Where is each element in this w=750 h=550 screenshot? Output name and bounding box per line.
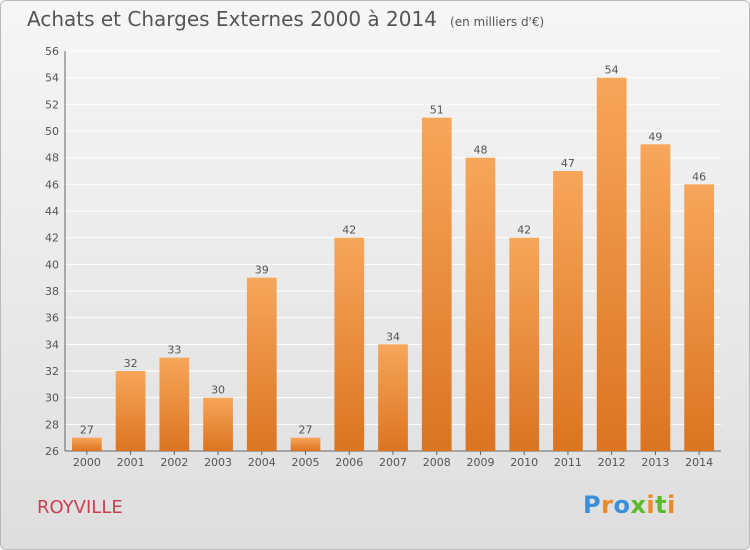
proxiti-logo: Proxiti bbox=[583, 491, 676, 519]
y-tick-label: 38 bbox=[45, 285, 59, 298]
logo-letter: r bbox=[601, 491, 614, 519]
y-tick-label: 44 bbox=[45, 205, 59, 218]
data-label: 47 bbox=[561, 157, 575, 170]
bar-2013 bbox=[640, 144, 671, 452]
y-tick-label: 28 bbox=[45, 418, 59, 431]
y-tick-label: 36 bbox=[45, 312, 59, 325]
data-label: 39 bbox=[255, 264, 269, 277]
x-tick-label: 2009 bbox=[466, 456, 494, 469]
data-label: 34 bbox=[386, 330, 400, 343]
x-tick-label: 2006 bbox=[335, 456, 363, 469]
bar-2006 bbox=[334, 237, 365, 451]
bar-2002 bbox=[159, 357, 190, 451]
data-label: 32 bbox=[124, 357, 138, 370]
x-tick-label: 2013 bbox=[641, 456, 669, 469]
logo-letter: P bbox=[583, 491, 602, 519]
bar-2005 bbox=[290, 437, 321, 451]
x-tick-label: 2011 bbox=[554, 456, 582, 469]
y-tick-label: 26 bbox=[45, 445, 59, 458]
bar-2000 bbox=[71, 437, 102, 451]
y-tick-label: 46 bbox=[45, 178, 59, 191]
data-label: 27 bbox=[80, 424, 94, 437]
data-label: 30 bbox=[211, 384, 225, 397]
y-tick-label: 54 bbox=[45, 72, 59, 85]
bar-2004 bbox=[246, 277, 277, 451]
bar-2010 bbox=[509, 237, 540, 451]
x-tick-label: 2012 bbox=[598, 456, 626, 469]
y-tick-label: 56 bbox=[45, 45, 59, 58]
x-tick-label: 2001 bbox=[117, 456, 145, 469]
data-label: 33 bbox=[167, 344, 181, 357]
logo-letter: x bbox=[630, 491, 647, 519]
y-tick-label: 52 bbox=[45, 98, 59, 111]
data-labels: 27 32 33 30 39 27 42 34 51 48 42 47 54 49 46 bbox=[80, 64, 706, 437]
x-tick-label: 2007 bbox=[379, 456, 407, 469]
data-label: 49 bbox=[648, 130, 662, 143]
x-tick-label: 2003 bbox=[204, 456, 232, 469]
logo-letter: i bbox=[667, 491, 676, 519]
y-tick-label: 40 bbox=[45, 258, 59, 271]
x-tick-label: 2000 bbox=[73, 456, 101, 469]
data-label: 51 bbox=[430, 104, 444, 117]
y-axis: 26 28 30 32 34 36 38 40 42 44 46 48 50 52 54 56 bbox=[45, 45, 721, 458]
data-label: 42 bbox=[517, 224, 531, 237]
data-label: 48 bbox=[473, 144, 487, 157]
bar-2001 bbox=[115, 371, 146, 451]
bar-2012 bbox=[596, 77, 627, 452]
commune-name: ROYVILLE bbox=[37, 497, 123, 518]
x-tick-label: 2002 bbox=[160, 456, 188, 469]
data-label: 46 bbox=[692, 170, 706, 183]
chart-title: Achats et Charges Externes 2000 à 2014 bbox=[27, 7, 437, 31]
y-tick-label: 50 bbox=[45, 125, 59, 138]
x-tick-label: 2004 bbox=[248, 456, 276, 469]
bar-2007 bbox=[378, 344, 408, 451]
logo-letter: o bbox=[613, 491, 631, 519]
bar-2003 bbox=[203, 397, 233, 451]
y-tick-label: 42 bbox=[45, 232, 59, 245]
x-axis: 2000 2001 2002 2003 2004 2005 2006 2007 2008 2009… bbox=[73, 451, 713, 469]
x-tick-label: 2005 bbox=[292, 456, 320, 469]
title-row: Achats et Charges Externes 2000 à 2014 (… bbox=[27, 7, 544, 31]
logo-letter: i bbox=[646, 491, 656, 519]
data-label: 42 bbox=[342, 224, 356, 237]
y-tick-label: 48 bbox=[45, 152, 59, 165]
bar-2009 bbox=[465, 157, 496, 451]
chart-subtitle: (en milliers d'€) bbox=[450, 15, 545, 29]
bar-2008 bbox=[421, 117, 452, 452]
y-tick-label: 30 bbox=[45, 392, 59, 405]
bar-2014 bbox=[684, 184, 715, 452]
x-tick-label: 2008 bbox=[423, 456, 451, 469]
logo-letter: t bbox=[655, 491, 668, 519]
bars bbox=[71, 77, 715, 452]
data-label: 54 bbox=[605, 64, 619, 77]
y-tick-label: 34 bbox=[45, 338, 59, 351]
x-tick-label: 2010 bbox=[510, 456, 538, 469]
x-tick-label: 2014 bbox=[685, 456, 713, 469]
data-label: 27 bbox=[299, 424, 313, 437]
bar-2011 bbox=[553, 171, 583, 451]
y-tick-label: 32 bbox=[45, 365, 59, 378]
